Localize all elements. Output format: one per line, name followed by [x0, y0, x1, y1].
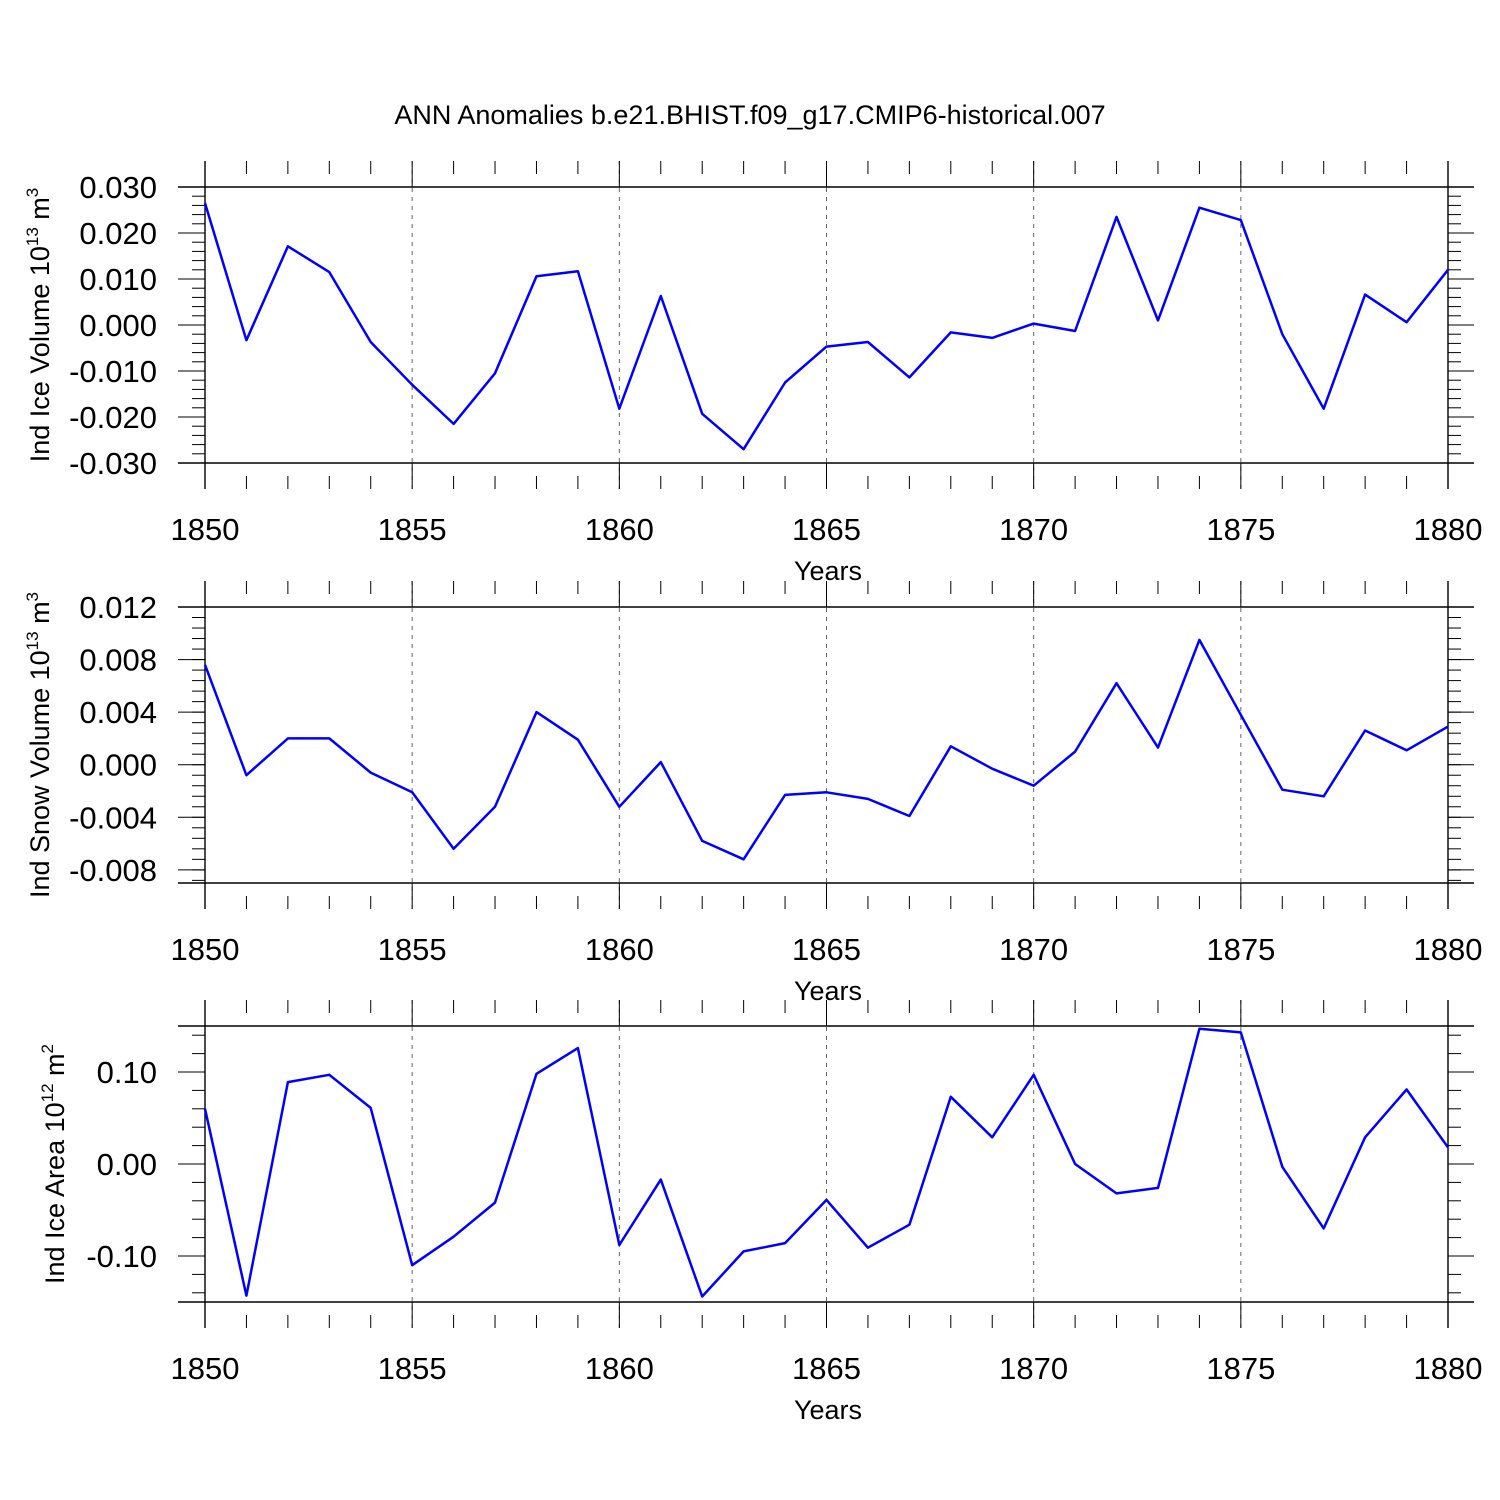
- yaxis-label-unit: m: [25, 197, 55, 227]
- figure-title: ANN Anomalies b.e21.BHIST.f09_g17.CMIP6-…: [394, 100, 1105, 130]
- xtick-label-1860: 1860: [585, 932, 654, 967]
- xaxis-label: Years: [794, 976, 862, 1006]
- ytick-label: -0.020: [69, 400, 157, 435]
- xtick-label-1865: 1865: [792, 1351, 861, 1386]
- yaxis-label-unit-exp: 3: [23, 188, 42, 197]
- ytick-label: 0.10: [97, 1055, 157, 1090]
- yaxis-label-exp: 13: [23, 631, 42, 650]
- yaxis-label-exp: 13: [23, 227, 42, 246]
- ytick-label: -0.030: [69, 446, 157, 481]
- ytick-label: -0.008: [69, 853, 157, 888]
- yaxis-label-main: Ind Ice Volume 10: [25, 246, 55, 462]
- ytick-label: 0.004: [79, 695, 157, 730]
- ytick-label: -0.010: [69, 354, 157, 389]
- ytick-label: 0.008: [79, 643, 157, 678]
- xtick-label-1855: 1855: [378, 932, 447, 967]
- xtick-label-1850: 1850: [171, 512, 240, 547]
- xaxis-label: Years: [794, 1395, 862, 1425]
- yaxis-label-main: Ind Ice Area 10: [40, 1102, 70, 1284]
- panel-snow-volume: 0.012 0.008 0.004 0.000 -0.004 -0.008 1850 1855…: [23, 581, 1482, 1006]
- ytick-label: 0.000: [79, 748, 157, 783]
- xtick-label-1870: 1870: [999, 1351, 1068, 1386]
- xtick-label-1870: 1870: [999, 512, 1068, 547]
- series-line: [203, 1027, 1450, 1298]
- xtick-label-1880: 1880: [1414, 932, 1483, 967]
- yaxis-label-unit-exp: 2: [38, 1044, 57, 1053]
- ytick-label: 0.00: [97, 1147, 157, 1182]
- xtick-label-1865: 1865: [792, 512, 861, 547]
- yaxis-label-unit: m: [40, 1053, 70, 1083]
- yaxis-label-unit-exp: 3: [23, 592, 42, 601]
- xtick-label-1850: 1850: [171, 932, 240, 967]
- xaxis-label: Years: [794, 556, 862, 586]
- yaxis-label-unit: m: [25, 601, 55, 631]
- ytick-label: -0.004: [69, 800, 157, 835]
- xtick-label-1880: 1880: [1414, 1351, 1483, 1386]
- ytick-label: 0.000: [79, 308, 157, 343]
- series-line: [203, 202, 1449, 451]
- xtick-label-1855: 1855: [378, 512, 447, 547]
- xtick-label-1870: 1870: [999, 932, 1068, 967]
- xtick-label-1865: 1865: [792, 932, 861, 967]
- series-line: [203, 638, 1449, 861]
- xtick-label-1880: 1880: [1414, 512, 1483, 547]
- yaxis-label-exp: 12: [38, 1083, 57, 1102]
- xtick-label-1860: 1860: [585, 1351, 654, 1386]
- ytick-label: 0.010: [79, 262, 157, 297]
- xtick-label-1875: 1875: [1206, 1351, 1275, 1386]
- xtick-label-1875: 1875: [1206, 512, 1275, 547]
- xtick-label-1850: 1850: [171, 1351, 240, 1386]
- ytick-label: -0.10: [86, 1239, 157, 1274]
- yaxis-label: Ind Ice Volume 1013 m3: [23, 188, 55, 463]
- yaxis-label-main: Ind Snow Volume 10: [25, 650, 55, 898]
- xtick-label-1855: 1855: [378, 1351, 447, 1386]
- panel-ice-area: 0.10 0.00 -0.10 1850 1855 1860 1865 1870 1875 188…: [38, 1000, 1482, 1425]
- ytick-label: 0.030: [79, 170, 157, 205]
- panel-ice-volume: 0.030 0.020 0.010 0.000 -0.010 -0.020 -0.030 18…: [23, 161, 1482, 586]
- ytick-label: 0.020: [79, 216, 157, 251]
- yaxis-label: Ind Snow Volume 1013 m3: [23, 592, 55, 898]
- ytick-label: 0.012: [79, 590, 157, 625]
- yaxis-label: Ind Ice Area 1012 m2: [38, 1044, 70, 1284]
- xtick-label-1875: 1875: [1206, 932, 1275, 967]
- xtick-label-1860: 1860: [585, 512, 654, 547]
